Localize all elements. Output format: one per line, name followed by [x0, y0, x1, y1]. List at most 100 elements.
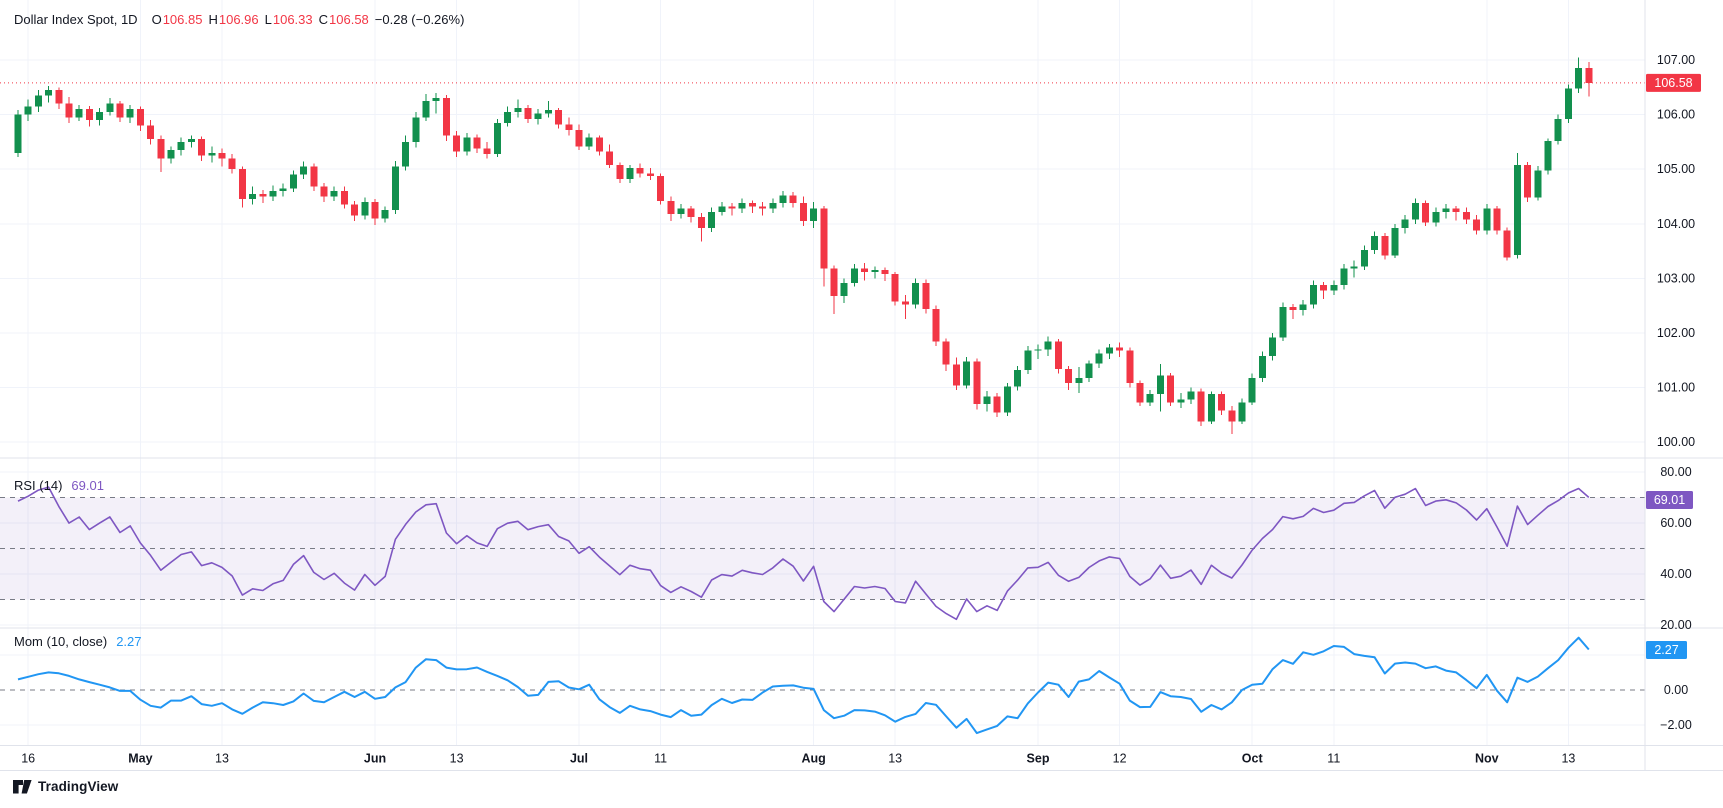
- candle: [1442, 204, 1450, 219]
- date-axis-label[interactable]: 13: [450, 752, 464, 766]
- price-axis-label[interactable]: 103.00: [1657, 271, 1695, 285]
- candle: [116, 100, 124, 123]
- candle-body: [993, 396, 1001, 413]
- candle: [1340, 264, 1348, 290]
- candle-body: [779, 195, 787, 204]
- date-axis-label[interactable]: 11: [1327, 752, 1340, 766]
- date-axis-label[interactable]: Jun: [364, 752, 386, 766]
- candle: [1177, 393, 1185, 408]
- candle-body: [1340, 268, 1348, 285]
- date-axis-label[interactable]: May: [128, 752, 152, 766]
- candle: [983, 390, 991, 412]
- rsi-axis-label[interactable]: 40.00: [1660, 567, 1691, 581]
- candle: [1024, 346, 1032, 374]
- candle: [759, 201, 767, 216]
- price-axis-label[interactable]: 106.00: [1657, 108, 1695, 122]
- price-axis-label[interactable]: 101.00: [1657, 381, 1695, 395]
- candle-body: [840, 282, 848, 296]
- date-axis-label[interactable]: Jul: [570, 752, 588, 766]
- date-axis-label[interactable]: 13: [1561, 752, 1575, 766]
- candle: [942, 338, 950, 372]
- rsi-axis-label[interactable]: 80.00: [1660, 465, 1691, 479]
- candle-body: [636, 168, 644, 174]
- candle: [667, 196, 675, 222]
- candle: [595, 135, 603, 156]
- candle-body: [769, 203, 777, 209]
- candle-body: [1003, 386, 1011, 413]
- candle-body: [136, 109, 144, 126]
- date-axis-label[interactable]: Sep: [1027, 752, 1050, 766]
- candle: [1116, 342, 1124, 358]
- price-axis-label[interactable]: 100.00: [1657, 435, 1695, 449]
- candle: [402, 135, 410, 171]
- candle: [963, 357, 971, 389]
- candle: [483, 141, 491, 159]
- date-axis-label[interactable]: 11: [654, 752, 667, 766]
- mom-axis-label[interactable]: −2.00: [1660, 718, 1692, 732]
- candle-body: [1391, 228, 1399, 256]
- candle-body: [371, 201, 379, 219]
- candle: [1401, 215, 1409, 234]
- candle: [697, 212, 705, 242]
- tradingview-icon: [13, 779, 32, 793]
- candle-body: [259, 193, 267, 197]
- tradingview-logo[interactable]: TradingView: [13, 779, 118, 794]
- candle-body: [473, 137, 481, 149]
- candle-body: [1218, 394, 1226, 411]
- date-axis-label[interactable]: Aug: [801, 752, 825, 766]
- candle: [1360, 245, 1368, 271]
- candle-body: [820, 208, 828, 269]
- candle: [1269, 333, 1277, 361]
- candle-body: [340, 191, 348, 205]
- candle: [1544, 138, 1552, 175]
- candles: [14, 57, 1593, 435]
- candle-body: [453, 135, 461, 152]
- candle: [24, 99, 32, 122]
- rsi-axis-label[interactable]: 20.00: [1660, 618, 1691, 632]
- ohlc-close-label: C: [318, 12, 329, 27]
- candle-body: [1513, 164, 1521, 255]
- candle-body: [1269, 337, 1277, 356]
- price-axis-label[interactable]: 107.00: [1657, 53, 1695, 67]
- candle: [952, 357, 960, 390]
- rsi-title[interactable]: RSI (14): [14, 478, 63, 493]
- date-axis-label[interactable]: Nov: [1475, 752, 1499, 766]
- candle-body: [1034, 349, 1042, 351]
- candle: [1044, 336, 1052, 356]
- mom-title[interactable]: Mom (10, close): [14, 634, 108, 649]
- candle: [1493, 205, 1501, 235]
- candle: [198, 136, 206, 162]
- candle: [1054, 339, 1062, 374]
- candle-body: [1105, 347, 1113, 354]
- candle-body: [871, 270, 879, 272]
- candle-body: [361, 201, 369, 216]
- date-axis-label[interactable]: 16: [21, 752, 35, 766]
- candle: [779, 191, 787, 208]
- ohlc-open-value: 106.85: [162, 12, 203, 27]
- candle-body: [514, 108, 522, 112]
- candle-body: [1473, 219, 1481, 231]
- candle: [96, 108, 104, 126]
- candle: [493, 118, 501, 158]
- symbol-title[interactable]: Dollar Index Spot, 1D: [14, 12, 138, 27]
- price-axis-label[interactable]: 102.00: [1657, 326, 1695, 340]
- candle: [167, 146, 175, 164]
- candle: [891, 271, 899, 306]
- rsi-axis-label[interactable]: 60.00: [1660, 516, 1691, 530]
- date-axis-label[interactable]: 12: [1113, 752, 1127, 766]
- rsi-value-badge-text: 69.01: [1654, 493, 1685, 507]
- candle: [799, 196, 807, 226]
- candle: [1218, 391, 1226, 415]
- date-axis-label[interactable]: 13: [888, 752, 902, 766]
- candle-body: [1289, 306, 1297, 311]
- mom-axis-label[interactable]: 0.00: [1664, 683, 1688, 697]
- date-axis-label[interactable]: Oct: [1242, 752, 1264, 766]
- candle: [1330, 280, 1338, 295]
- candle-body: [1371, 235, 1379, 251]
- price-axis-label[interactable]: 104.00: [1657, 217, 1695, 231]
- price-axis-label[interactable]: 105.00: [1657, 162, 1695, 176]
- candle: [391, 161, 399, 214]
- candle: [1309, 280, 1317, 309]
- date-axis-label[interactable]: 13: [215, 752, 229, 766]
